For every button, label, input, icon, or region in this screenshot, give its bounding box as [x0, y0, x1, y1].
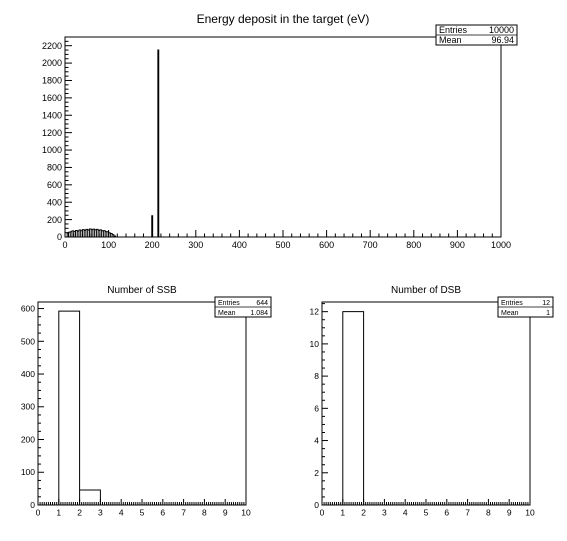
y-tick-label: 400	[47, 197, 62, 207]
x-tick-label: 6	[444, 508, 449, 518]
x-tick-label: 5	[424, 508, 429, 518]
stats-value: 96.94	[491, 35, 514, 45]
y-tick-label: 1600	[42, 93, 62, 103]
x-tick-label: 4	[403, 508, 408, 518]
stats-box: Entries 10000 Mean 96.94	[435, 24, 518, 46]
x-tick-label: 3	[382, 508, 387, 518]
y-tick-label: 200	[47, 215, 62, 225]
x-tick-label: 6	[160, 508, 165, 518]
stats-label: Mean	[439, 35, 462, 45]
x-tick-label: 10	[241, 508, 251, 518]
x-tick-label: 8	[202, 508, 207, 518]
stats-value: 1	[546, 310, 550, 317]
stats-value: 12	[542, 300, 550, 307]
x-tick-label: 0	[36, 508, 41, 518]
y-tick-label: 200	[21, 434, 35, 444]
y-tick-label: 0	[30, 500, 35, 510]
histogram-series	[66, 49, 160, 237]
y-tick-label: 1000	[42, 145, 62, 155]
y-tick-label: 600	[47, 180, 62, 190]
x-tick-label: 9	[223, 508, 228, 518]
y-tick-label: 1400	[42, 110, 62, 120]
chart-title: Number of SSB	[107, 285, 177, 296]
stats-box: Entries 12 Mean 1	[497, 296, 554, 318]
stats-value: 10000	[489, 25, 514, 35]
histogram-series	[342, 311, 365, 505]
x-tick-label: 0	[62, 240, 67, 250]
y-tick-label: 6	[314, 403, 319, 413]
y-tick-label: 800	[47, 163, 62, 173]
y-tick-label: 4	[314, 436, 319, 446]
x-tick-label: 10	[525, 508, 535, 518]
y-tick-label: 8	[314, 371, 319, 381]
x-tick-label: 300	[188, 240, 203, 250]
x-tick-label: 400	[232, 240, 247, 250]
stats-value: 644	[256, 300, 268, 307]
y-tick-label: 12	[310, 307, 320, 317]
x-tick-label: 5	[140, 508, 145, 518]
x-tick-label: 200	[145, 240, 160, 250]
x-tick-label: 600	[319, 240, 334, 250]
x-tick-label: 0	[320, 508, 325, 518]
x-tick-label: 9	[507, 508, 512, 518]
histogram-series	[58, 310, 101, 505]
y-tick-label: 600	[21, 304, 35, 314]
y-tick-label: 0	[57, 232, 62, 242]
chart-title: Number of DSB	[391, 285, 461, 296]
x-tick-label: 7	[181, 508, 186, 518]
x-tick-label: 2	[361, 508, 366, 518]
y-tick-label: 2200	[42, 41, 62, 51]
stats-value: 1.084	[250, 310, 268, 317]
chart-title: Energy deposit in the target (eV)	[197, 12, 370, 26]
y-tick-label: 0	[314, 500, 319, 510]
stats-box: Entries 644 Mean 1.084	[214, 296, 272, 318]
plot-frame	[321, 301, 531, 506]
plot-frame	[64, 36, 502, 238]
y-tick-label: 1200	[42, 128, 62, 138]
plot-frame	[37, 301, 247, 506]
x-tick-label: 1	[56, 508, 61, 518]
stats-label: Entries	[439, 25, 468, 35]
stats-label: Mean	[218, 310, 236, 317]
y-tick-label: 2	[314, 468, 319, 478]
histogram-bar	[59, 311, 80, 505]
histogram-panel: Energy deposit in the target (eV) 0 100 200…	[42, 12, 518, 250]
x-tick-label: 100	[101, 240, 116, 250]
x-tick-label: 8	[486, 508, 491, 518]
y-tick-label: 100	[21, 467, 35, 477]
y-tick-label: 2000	[42, 58, 62, 68]
histogram-bar	[343, 312, 364, 505]
x-tick-label: 900	[450, 240, 465, 250]
y-tick-label: 1800	[42, 76, 62, 86]
y-tick-label: 400	[21, 369, 35, 379]
x-tick-label: 1000	[491, 240, 511, 250]
x-tick-label: 7	[465, 508, 470, 518]
x-tick-label: 800	[406, 240, 421, 250]
x-tick-label: 4	[119, 508, 124, 518]
x-tick-label: 700	[363, 240, 378, 250]
stats-label: Entries	[501, 300, 523, 307]
stats-label: Entries	[218, 300, 240, 307]
y-tick-label: 500	[21, 336, 35, 346]
x-tick-label: 3	[98, 508, 103, 518]
y-tick-label: 10	[310, 339, 320, 349]
stats-label: Mean	[501, 310, 519, 317]
x-tick-label: 500	[275, 240, 290, 250]
y-tick-label: 300	[21, 402, 35, 412]
x-tick-label: 1	[340, 508, 345, 518]
x-tick-label: 2	[77, 508, 82, 518]
